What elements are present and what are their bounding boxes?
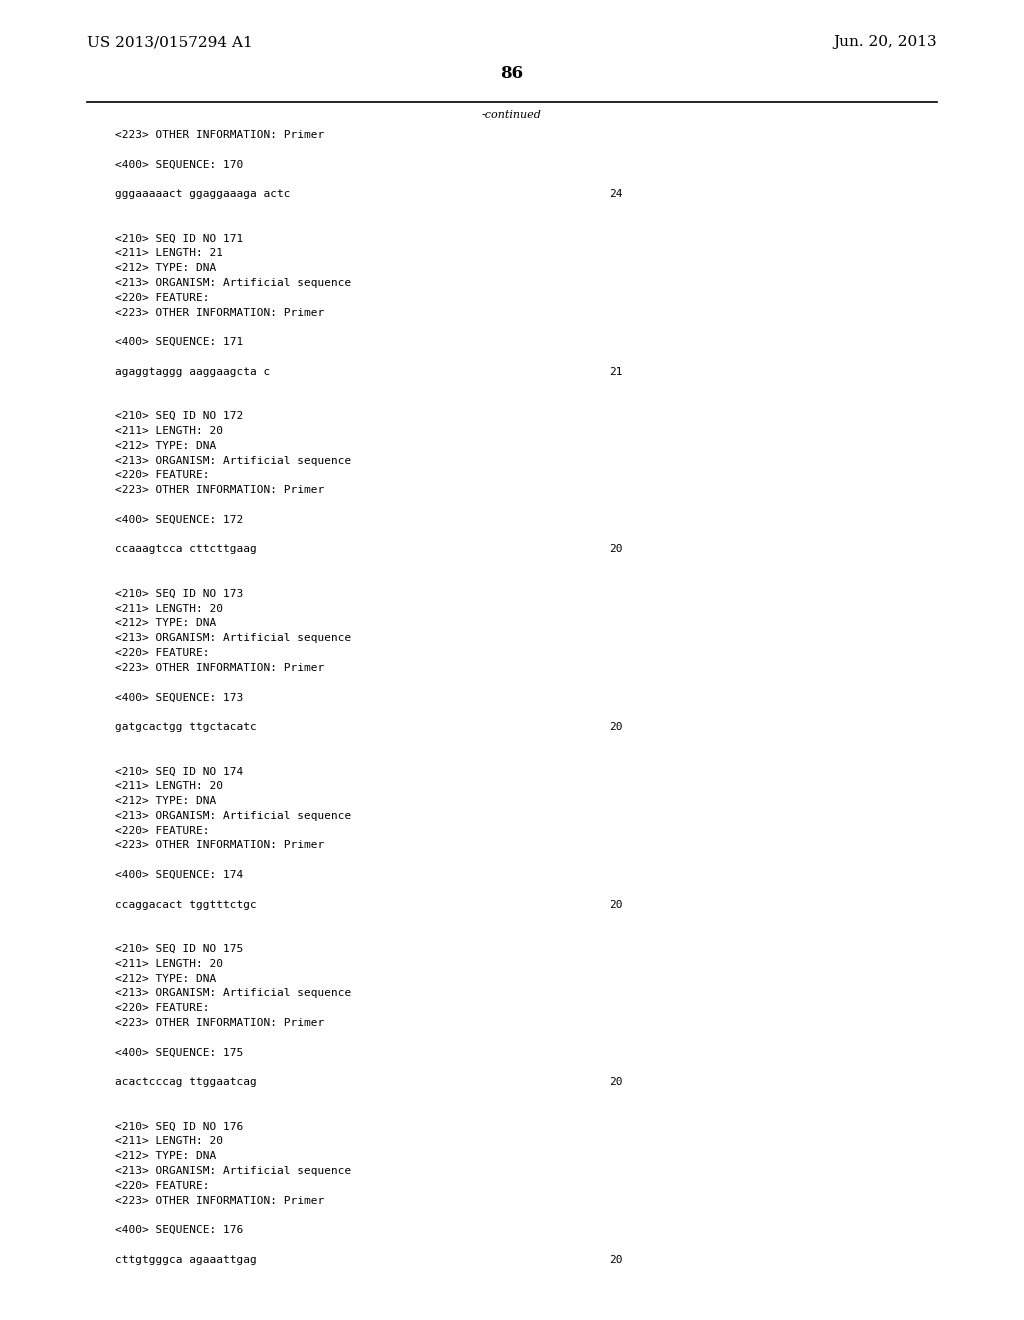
Text: <223> OTHER INFORMATION: Primer: <223> OTHER INFORMATION: Primer [115,308,324,318]
Text: <210> SEQ ID NO 171: <210> SEQ ID NO 171 [115,234,243,244]
Text: ccaggacact tggtttctgc: ccaggacact tggtttctgc [115,900,256,909]
Text: <220> FEATURE:: <220> FEATURE: [115,648,209,657]
Text: <210> SEQ ID NO 172: <210> SEQ ID NO 172 [115,412,243,421]
Text: <220> FEATURE:: <220> FEATURE: [115,1003,209,1014]
Text: <400> SEQUENCE: 170: <400> SEQUENCE: 170 [115,160,243,169]
Text: <220> FEATURE:: <220> FEATURE: [115,1181,209,1191]
Text: gatgcactgg ttgctacatc: gatgcactgg ttgctacatc [115,722,256,733]
Text: <213> ORGANISM: Artificial sequence: <213> ORGANISM: Artificial sequence [115,989,351,998]
Text: <213> ORGANISM: Artificial sequence: <213> ORGANISM: Artificial sequence [115,810,351,821]
Text: 20: 20 [609,544,623,554]
Text: <211> LENGTH: 20: <211> LENGTH: 20 [115,781,222,791]
Text: <211> LENGTH: 21: <211> LENGTH: 21 [115,248,222,259]
Text: <400> SEQUENCE: 172: <400> SEQUENCE: 172 [115,515,243,525]
Text: 86: 86 [501,65,523,82]
Text: <212> TYPE: DNA: <212> TYPE: DNA [115,263,216,273]
Text: <211> LENGTH: 20: <211> LENGTH: 20 [115,426,222,436]
Text: <223> OTHER INFORMATION: Primer: <223> OTHER INFORMATION: Primer [115,841,324,850]
Text: <213> ORGANISM: Artificial sequence: <213> ORGANISM: Artificial sequence [115,455,351,466]
Text: <220> FEATURE:: <220> FEATURE: [115,825,209,836]
Text: 20: 20 [609,1255,623,1265]
Text: <223> OTHER INFORMATION: Primer: <223> OTHER INFORMATION: Primer [115,1196,324,1205]
Text: cttgtgggca agaaattgag: cttgtgggca agaaattgag [115,1255,256,1265]
Text: <223> OTHER INFORMATION: Primer: <223> OTHER INFORMATION: Primer [115,486,324,495]
Text: <210> SEQ ID NO 173: <210> SEQ ID NO 173 [115,589,243,599]
Text: acactcccag ttggaatcag: acactcccag ttggaatcag [115,1077,256,1088]
Text: 20: 20 [609,722,623,733]
Text: <400> SEQUENCE: 171: <400> SEQUENCE: 171 [115,337,243,347]
Text: <400> SEQUENCE: 173: <400> SEQUENCE: 173 [115,693,243,702]
Text: <211> LENGTH: 20: <211> LENGTH: 20 [115,603,222,614]
Text: <212> TYPE: DNA: <212> TYPE: DNA [115,796,216,807]
Text: <210> SEQ ID NO 176: <210> SEQ ID NO 176 [115,1122,243,1131]
Text: agaggtaggg aaggaagcta c: agaggtaggg aaggaagcta c [115,367,270,376]
Text: <220> FEATURE:: <220> FEATURE: [115,293,209,302]
Text: <212> TYPE: DNA: <212> TYPE: DNA [115,1151,216,1162]
Text: <223> OTHER INFORMATION: Primer: <223> OTHER INFORMATION: Primer [115,1018,324,1028]
Text: <212> TYPE: DNA: <212> TYPE: DNA [115,618,216,628]
Text: gggaaaaact ggaggaaaga actc: gggaaaaact ggaggaaaga actc [115,189,290,199]
Text: <223> OTHER INFORMATION: Primer: <223> OTHER INFORMATION: Primer [115,129,324,140]
Text: 20: 20 [609,900,623,909]
Text: 24: 24 [609,189,623,199]
Text: <211> LENGTH: 20: <211> LENGTH: 20 [115,1137,222,1146]
Text: ccaaagtcca cttcttgaag: ccaaagtcca cttcttgaag [115,544,256,554]
Text: -continued: -continued [482,110,542,120]
Text: <211> LENGTH: 20: <211> LENGTH: 20 [115,958,222,969]
Text: <212> TYPE: DNA: <212> TYPE: DNA [115,441,216,451]
Text: <400> SEQUENCE: 174: <400> SEQUENCE: 174 [115,870,243,880]
Text: <210> SEQ ID NO 174: <210> SEQ ID NO 174 [115,767,243,776]
Text: <220> FEATURE:: <220> FEATURE: [115,470,209,480]
Text: <210> SEQ ID NO 175: <210> SEQ ID NO 175 [115,944,243,954]
Text: <400> SEQUENCE: 175: <400> SEQUENCE: 175 [115,1048,243,1057]
Text: <213> ORGANISM: Artificial sequence: <213> ORGANISM: Artificial sequence [115,279,351,288]
Text: <400> SEQUENCE: 176: <400> SEQUENCE: 176 [115,1225,243,1236]
Text: <223> OTHER INFORMATION: Primer: <223> OTHER INFORMATION: Primer [115,663,324,673]
Text: 21: 21 [609,367,623,376]
Text: <213> ORGANISM: Artificial sequence: <213> ORGANISM: Artificial sequence [115,1166,351,1176]
Text: Jun. 20, 2013: Jun. 20, 2013 [834,36,937,49]
Text: US 2013/0157294 A1: US 2013/0157294 A1 [87,36,253,49]
Text: 20: 20 [609,1077,623,1088]
Text: <212> TYPE: DNA: <212> TYPE: DNA [115,974,216,983]
Text: <213> ORGANISM: Artificial sequence: <213> ORGANISM: Artificial sequence [115,634,351,643]
